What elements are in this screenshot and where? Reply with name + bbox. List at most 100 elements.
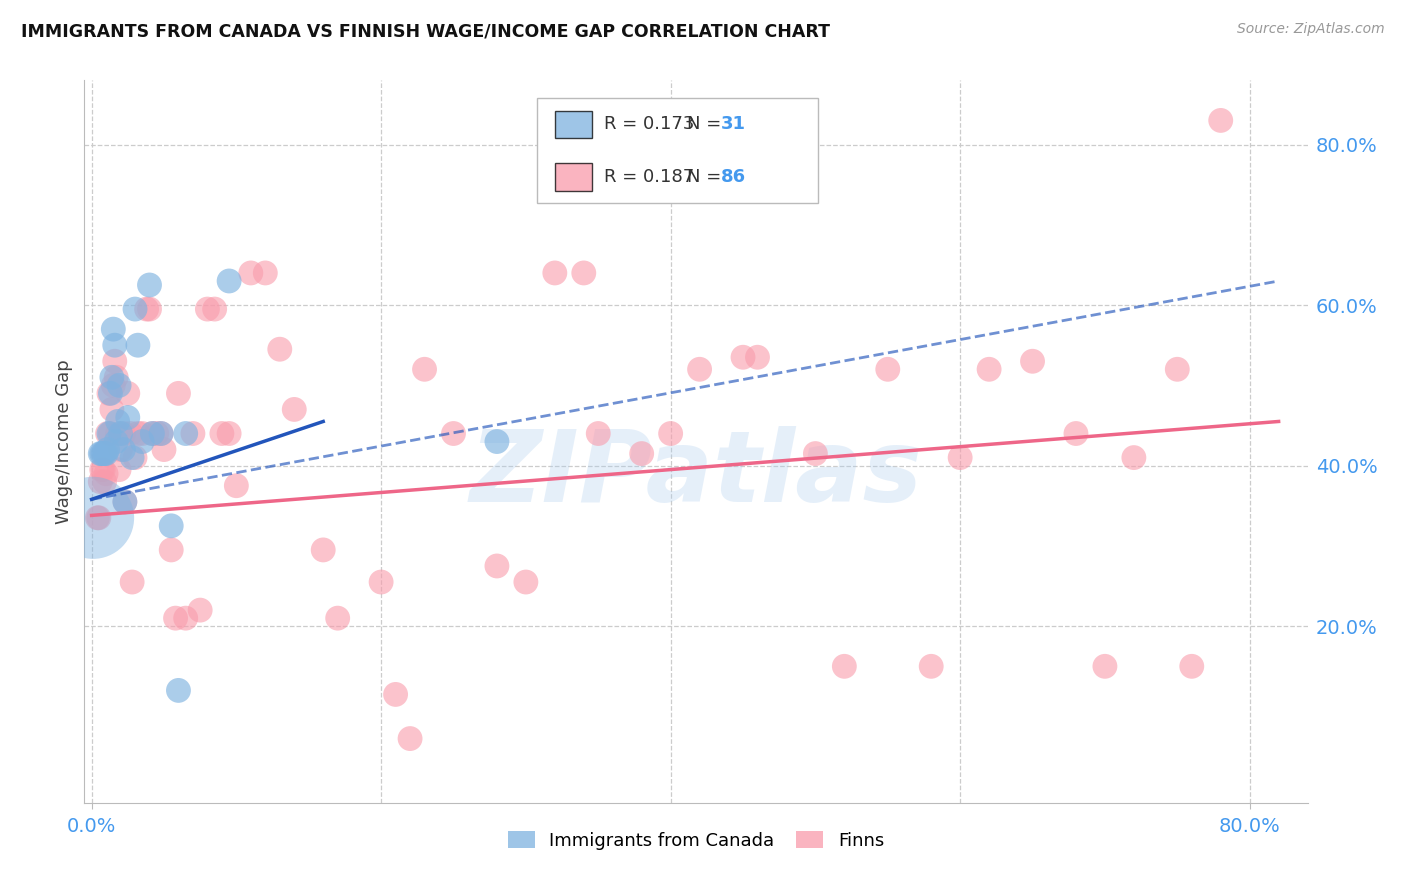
Point bbox=[127, 338, 149, 352]
Point bbox=[326, 611, 349, 625]
Point bbox=[121, 574, 143, 589]
Point bbox=[150, 426, 173, 441]
Point bbox=[165, 611, 187, 625]
Point bbox=[91, 462, 114, 476]
Text: 31: 31 bbox=[720, 115, 745, 133]
Point bbox=[108, 378, 131, 392]
Point bbox=[384, 687, 406, 701]
Point bbox=[127, 426, 149, 441]
Point bbox=[399, 731, 422, 746]
Text: 86: 86 bbox=[720, 168, 745, 186]
Point bbox=[91, 446, 114, 460]
Point bbox=[1021, 354, 1043, 368]
Point bbox=[153, 442, 176, 457]
Point bbox=[94, 446, 117, 460]
Point bbox=[141, 426, 163, 441]
Point bbox=[1064, 426, 1087, 441]
Point bbox=[413, 362, 436, 376]
Point bbox=[112, 426, 135, 441]
Point bbox=[112, 442, 135, 457]
Point bbox=[160, 542, 183, 557]
Point bbox=[544, 266, 567, 280]
Point bbox=[131, 434, 153, 449]
Point bbox=[104, 338, 127, 352]
Text: N =: N = bbox=[688, 168, 727, 186]
Point bbox=[588, 426, 610, 441]
Point bbox=[96, 442, 118, 457]
Point bbox=[114, 494, 136, 508]
Point bbox=[160, 518, 183, 533]
Point bbox=[167, 683, 190, 698]
Point bbox=[89, 475, 111, 489]
Point bbox=[949, 450, 972, 465]
Point bbox=[98, 426, 121, 441]
Point bbox=[485, 434, 508, 449]
Legend: Immigrants from Canada, Finns: Immigrants from Canada, Finns bbox=[499, 822, 893, 859]
Point bbox=[150, 426, 173, 441]
Point bbox=[218, 426, 240, 441]
Point bbox=[103, 378, 125, 392]
Point bbox=[630, 446, 652, 460]
Point bbox=[211, 426, 233, 441]
Point bbox=[103, 322, 125, 336]
Point bbox=[107, 414, 129, 428]
Point bbox=[485, 558, 508, 573]
Point bbox=[659, 426, 682, 441]
Point bbox=[731, 350, 754, 364]
Point bbox=[834, 659, 856, 673]
Point bbox=[87, 510, 110, 524]
Point bbox=[110, 426, 132, 441]
Point bbox=[572, 266, 595, 280]
FancyBboxPatch shape bbox=[555, 163, 592, 191]
Point bbox=[82, 510, 104, 524]
Text: ZIPatlas: ZIPatlas bbox=[470, 425, 922, 523]
FancyBboxPatch shape bbox=[555, 111, 592, 138]
Point bbox=[188, 603, 211, 617]
Point bbox=[124, 301, 146, 317]
Text: R = 0.173: R = 0.173 bbox=[605, 115, 695, 133]
Point bbox=[114, 494, 136, 508]
Point bbox=[101, 370, 124, 384]
Point bbox=[141, 426, 163, 441]
Point bbox=[117, 386, 139, 401]
Point bbox=[89, 446, 111, 460]
Point bbox=[239, 266, 262, 280]
Point bbox=[117, 410, 139, 425]
Point bbox=[138, 277, 160, 292]
Point bbox=[93, 446, 115, 460]
Point bbox=[747, 350, 769, 364]
Point bbox=[1122, 450, 1144, 465]
Point bbox=[98, 386, 121, 401]
Text: N =: N = bbox=[688, 115, 727, 133]
Point bbox=[121, 450, 143, 465]
Point bbox=[108, 462, 131, 476]
Point bbox=[1209, 113, 1232, 128]
Point bbox=[1181, 659, 1204, 673]
Point bbox=[86, 510, 108, 524]
Point bbox=[124, 450, 146, 465]
Point bbox=[105, 434, 128, 449]
Point bbox=[254, 266, 277, 280]
Point bbox=[804, 446, 827, 460]
Point bbox=[174, 611, 197, 625]
Point bbox=[93, 475, 115, 489]
Point bbox=[977, 362, 1000, 376]
Point bbox=[312, 542, 335, 557]
Point bbox=[135, 301, 157, 317]
Point bbox=[876, 362, 898, 376]
Point bbox=[443, 426, 465, 441]
Point bbox=[689, 362, 711, 376]
Point bbox=[920, 659, 942, 673]
Point bbox=[104, 354, 127, 368]
Point bbox=[131, 426, 153, 441]
Point bbox=[96, 426, 118, 441]
Point bbox=[101, 402, 124, 417]
Text: R = 0.187: R = 0.187 bbox=[605, 168, 695, 186]
FancyBboxPatch shape bbox=[537, 98, 818, 203]
Point bbox=[105, 370, 128, 384]
Point bbox=[90, 446, 112, 460]
Point bbox=[145, 426, 167, 441]
Point bbox=[218, 274, 240, 288]
Point bbox=[1094, 659, 1116, 673]
Point bbox=[174, 426, 197, 441]
